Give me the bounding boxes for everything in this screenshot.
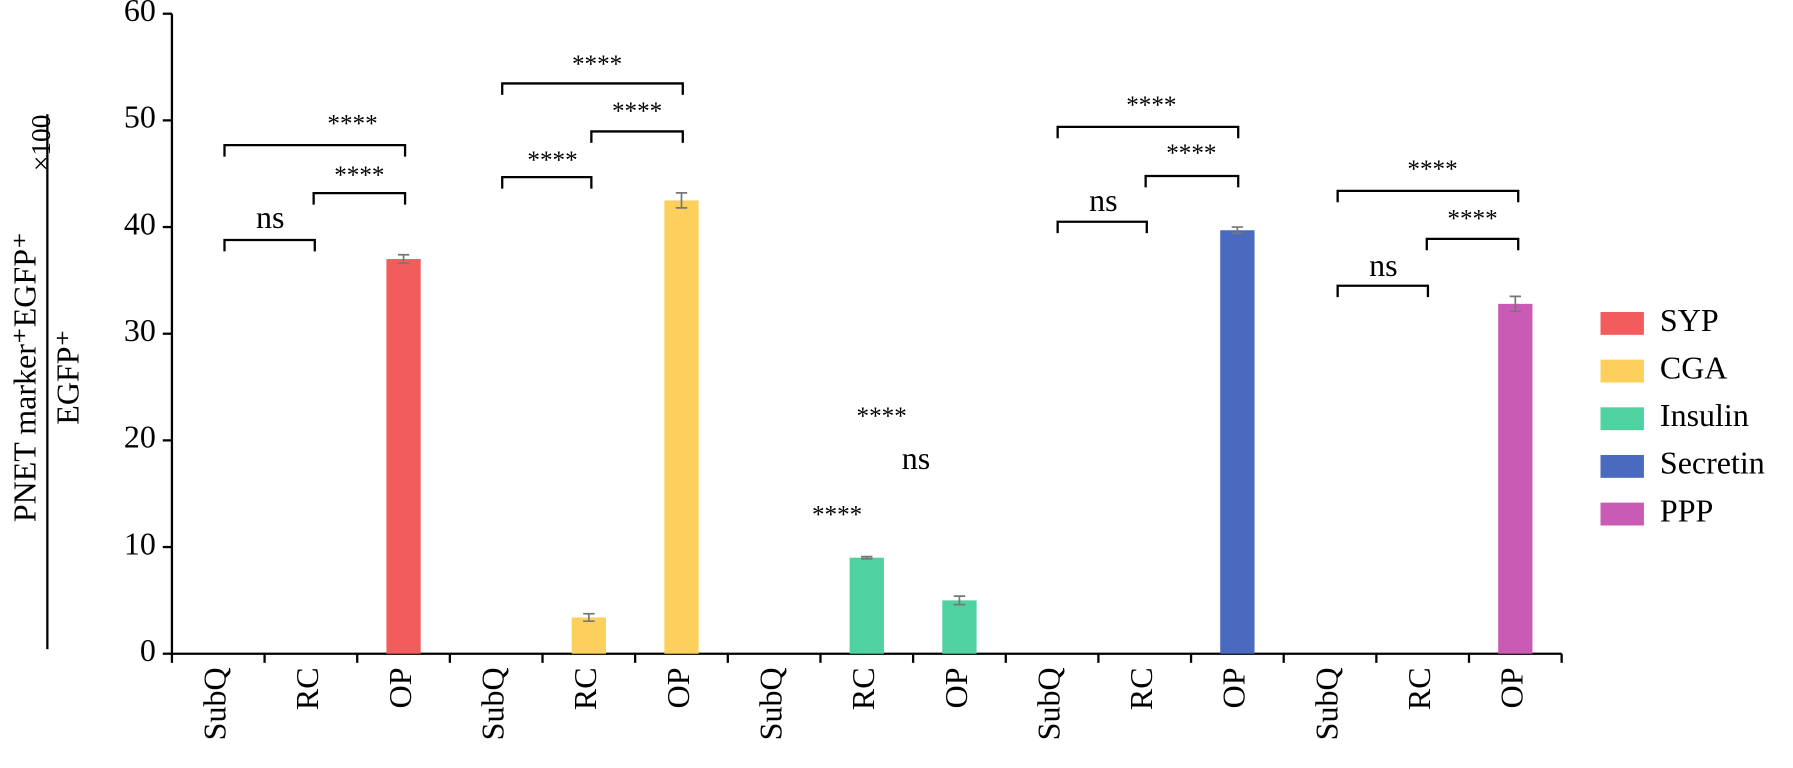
significance-bracket: [1144, 174, 1240, 188]
significance-label: ns: [256, 199, 284, 235]
significance-bracket: [1056, 220, 1148, 234]
significance-label: ns: [1089, 182, 1117, 218]
y-tick-label: 50: [124, 99, 156, 135]
significance-bracket: [312, 192, 407, 205]
y-tick-label: 30: [124, 312, 156, 348]
error-bar: [1509, 295, 1522, 313]
y-tick-label: 60: [124, 0, 156, 28]
y-label-numerator: PNET marker⁺EGFP⁺: [6, 232, 42, 522]
significance-label: ****: [1166, 140, 1216, 167]
y-tick-label: 10: [124, 525, 156, 561]
legend-label: SYP: [1660, 302, 1719, 338]
bar: [942, 600, 977, 654]
x-tick-label: SubQ: [1308, 667, 1344, 740]
bar: [1220, 230, 1255, 654]
x-tick-label: SubQ: [752, 667, 788, 740]
error-bar: [861, 555, 873, 560]
significance-bracket: [501, 176, 593, 189]
y-axis-label: PNET marker⁺EGFP⁺ EGFP⁺ ×100: [6, 114, 86, 650]
y-tick-label: 0: [140, 632, 156, 668]
bar: [664, 200, 699, 654]
legend-label: CGA: [1660, 349, 1728, 385]
significance-bracket: [501, 82, 684, 95]
error-bar: [583, 612, 595, 623]
x-tick-label: SubQ: [1030, 667, 1066, 740]
significance-label: ****: [1447, 205, 1497, 232]
legend-swatch: [1600, 359, 1644, 383]
x-tick-label: RC: [567, 667, 603, 710]
legend-label: Secretin: [1660, 445, 1765, 481]
y-label-denominator: EGFP⁺: [50, 330, 86, 425]
bar: [386, 259, 421, 654]
significance-label: ****: [334, 162, 384, 189]
x-tick-label: RC: [1123, 667, 1159, 710]
significance-label: ns: [1369, 247, 1397, 283]
significance-label: ****: [527, 147, 577, 174]
significance-bracket: [590, 130, 684, 143]
significance-bracket: [1425, 237, 1520, 251]
x-tick-label: RC: [845, 667, 881, 710]
y-tick-label: 40: [124, 205, 156, 241]
significance-label: ****: [327, 110, 377, 137]
legend-label: PPP: [1660, 492, 1713, 528]
x-tick-label: SubQ: [197, 667, 233, 740]
significance-label: ****: [857, 403, 907, 430]
legend-label: Insulin: [1660, 397, 1749, 433]
bar: [849, 557, 884, 654]
x-tick-label: RC: [1401, 667, 1437, 710]
legend-swatch: [1600, 407, 1644, 431]
error-bar: [397, 253, 410, 265]
x-tick-label: OP: [938, 667, 974, 708]
x-tick-label: OP: [382, 667, 418, 708]
error-bar: [1231, 226, 1244, 235]
x-tick-label: OP: [1216, 667, 1252, 708]
significance-bracket: [1336, 189, 1520, 203]
significance-bracket: [1056, 125, 1240, 139]
x-tick-label: SubQ: [475, 667, 511, 740]
bar: [571, 617, 606, 654]
significance-bracket: [223, 238, 316, 252]
error-bar: [675, 192, 688, 209]
x-tick-label: OP: [1494, 667, 1530, 708]
error-bar: [953, 595, 966, 606]
significance-label: ****: [812, 501, 862, 528]
significance-label: ****: [1407, 156, 1457, 183]
legend-swatch: [1600, 312, 1644, 335]
x-tick-label: RC: [289, 667, 325, 710]
y-tick-label: 20: [124, 419, 156, 455]
bar: [1498, 303, 1533, 654]
y-label-multiplier: ×100: [26, 115, 56, 172]
significance-bracket: [223, 144, 407, 157]
significance-label: ****: [1126, 92, 1176, 119]
x-tick-label: OP: [660, 667, 696, 708]
significance-bracket: [1336, 284, 1430, 298]
significance-label: ****: [572, 51, 622, 78]
significance-label: ****: [612, 98, 662, 125]
legend-swatch: [1600, 454, 1644, 478]
significance-label: ns: [902, 440, 930, 476]
legend-swatch: [1600, 502, 1644, 526]
